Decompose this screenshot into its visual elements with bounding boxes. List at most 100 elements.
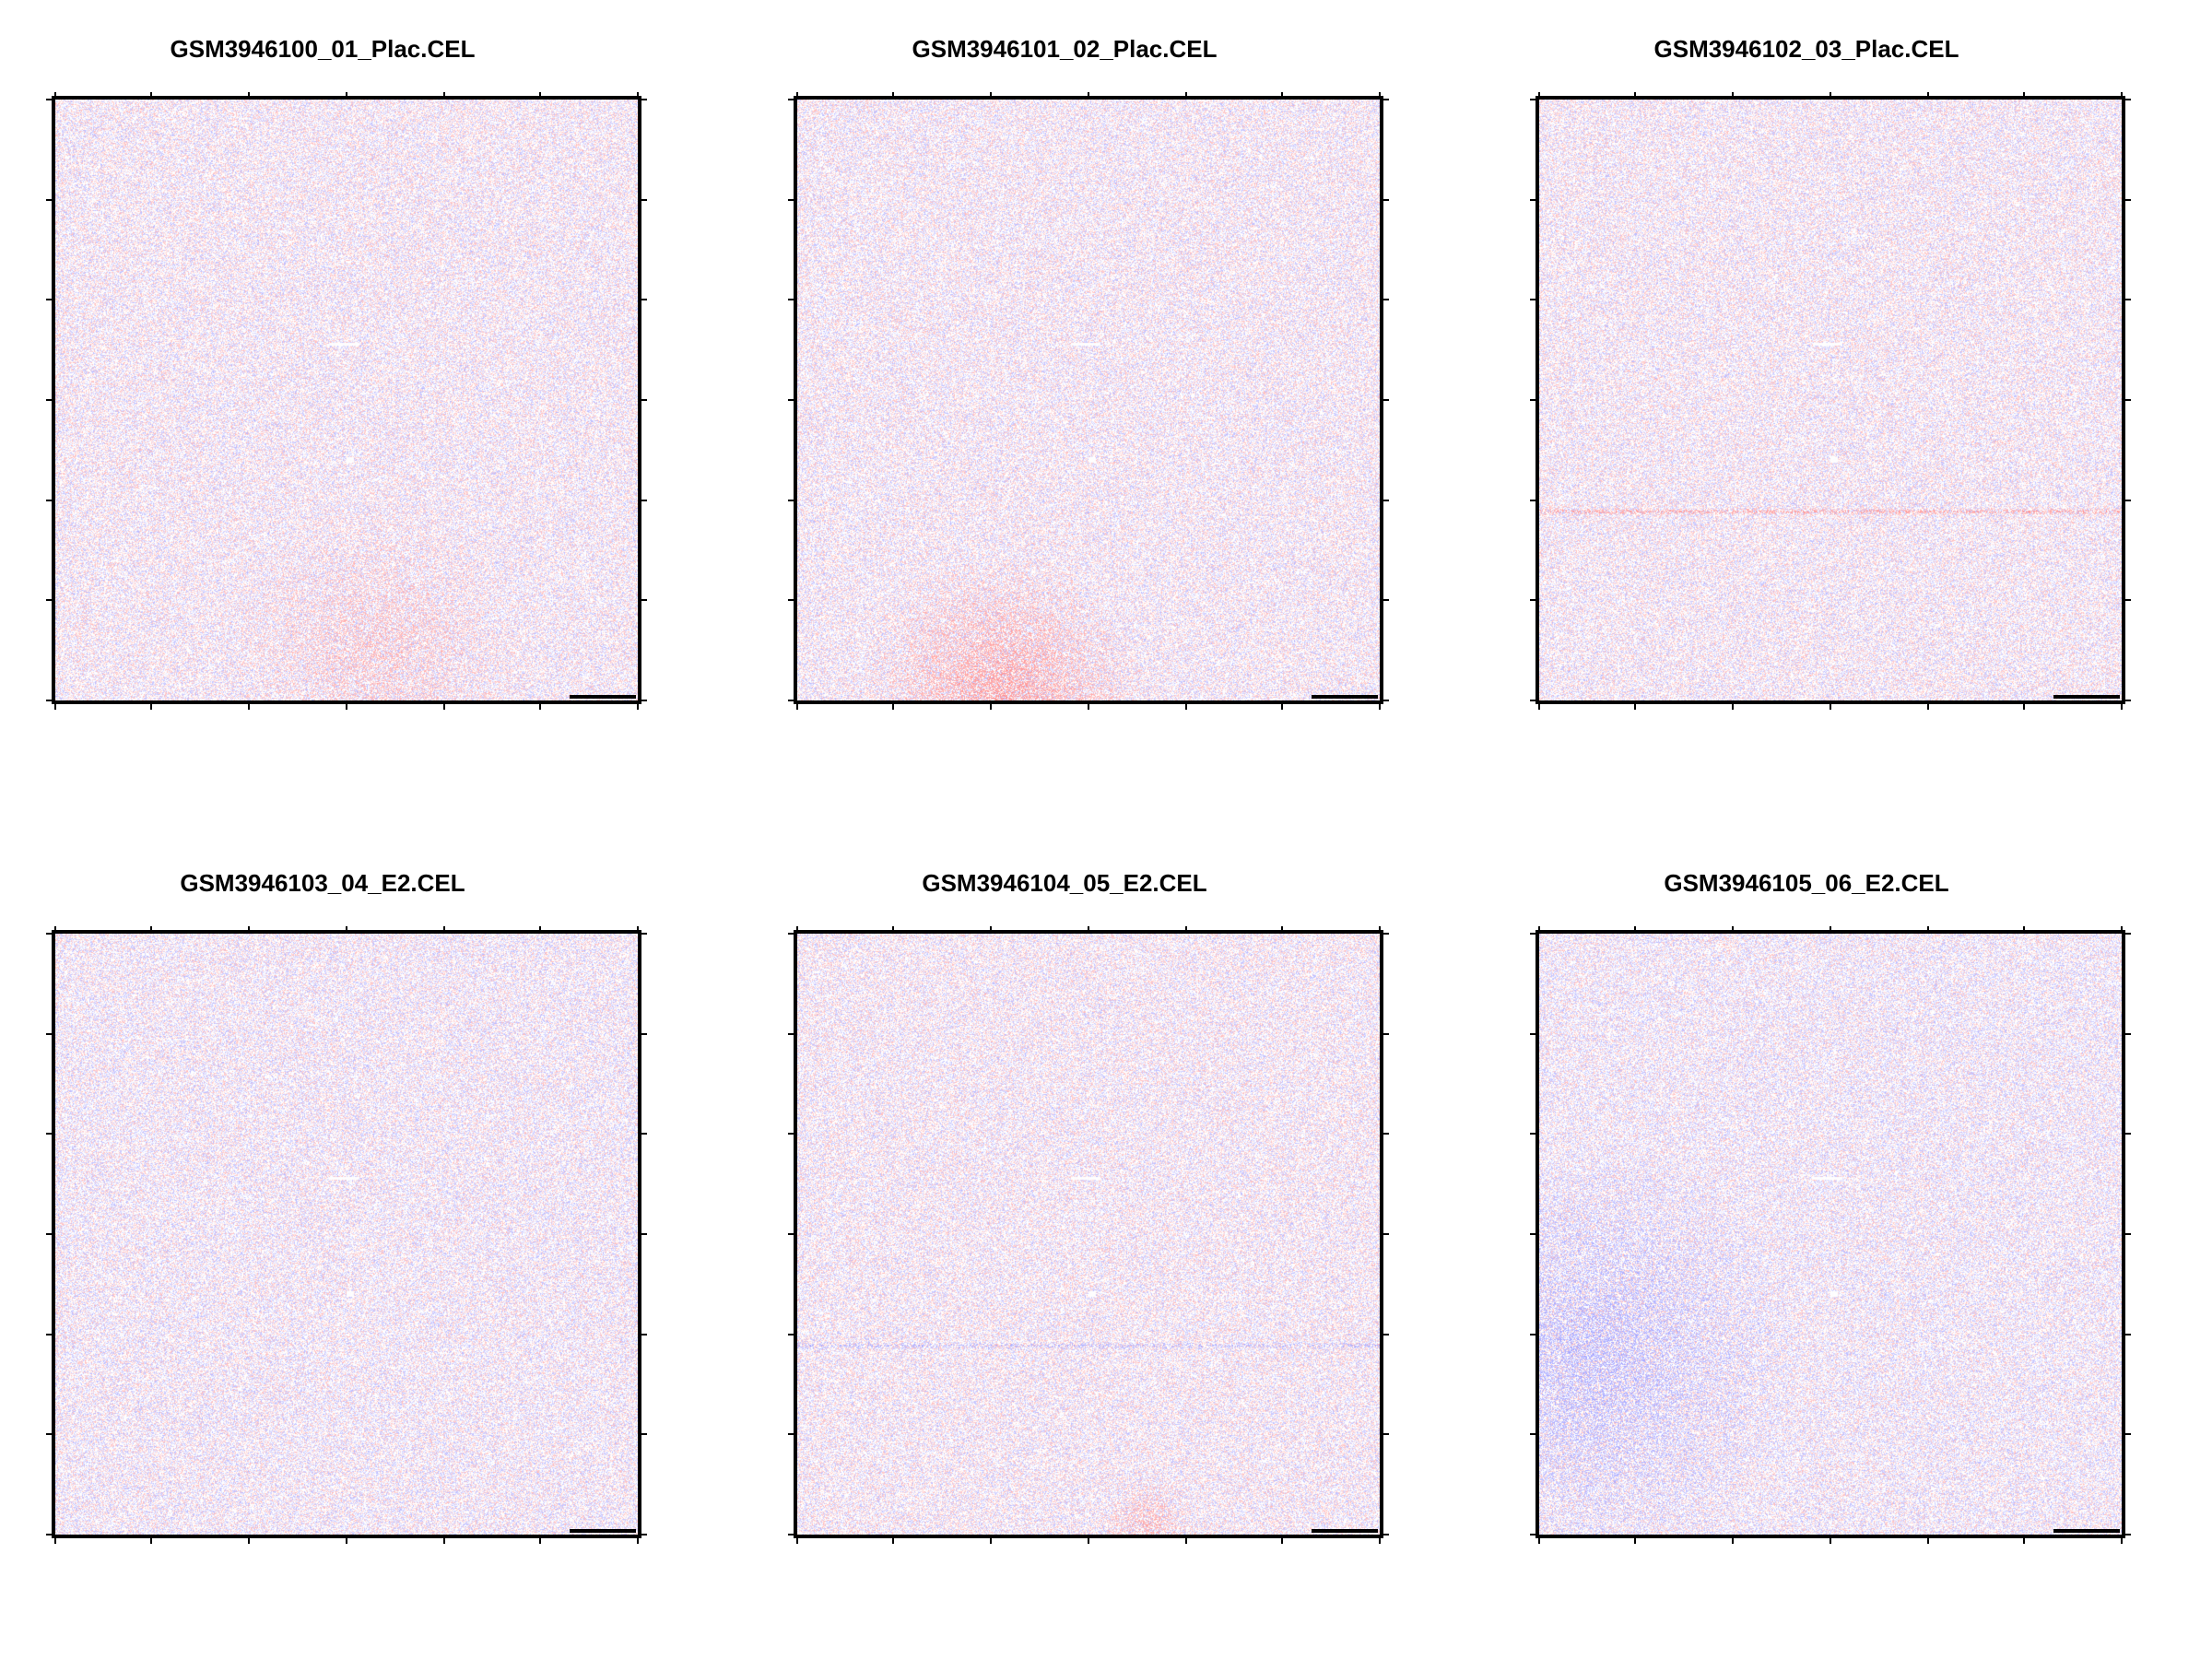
x-tick-top [248,926,251,932]
x-tick [892,1536,895,1544]
x-tick-top [539,926,542,932]
x-tick-top [54,92,56,98]
heatmap-image [797,934,1380,1535]
scale-bar [570,695,636,699]
x-tick-top [1281,926,1284,932]
x-tick [1732,702,1735,710]
x-tick-top [1538,92,1540,98]
x-tick [1281,702,1284,710]
x-tick-top [637,926,639,932]
x-tick-top [1926,92,1929,98]
y-tick [640,1534,647,1535]
x-tick [990,702,993,710]
x-tick-top [637,92,639,98]
array-panel: GSM3946104_05_E2.CEL [742,834,1389,1553]
y-tick [46,1333,53,1335]
x-tick-top [2121,92,2123,98]
y-tick [640,700,647,701]
x-tick-top [539,92,542,98]
x-tick [1634,1536,1637,1544]
heatmap-image [55,934,638,1535]
x-tick [1926,702,1929,710]
x-tick-top [1538,926,1540,932]
y-tick [1382,599,1389,602]
y-tick [2124,1133,2131,1135]
y-tick [1382,1233,1389,1235]
y-tick [640,299,647,301]
x-tick [248,1536,251,1544]
chart-title: GSM3946100_01_Plac.CEL [170,35,476,63]
x-tick-top [2023,926,2026,932]
y-tick [46,933,53,935]
x-tick [2121,702,2123,710]
x-tick-top [1634,92,1637,98]
x-tick-top [1184,92,1187,98]
y-tick [1382,399,1389,401]
y-tick [1382,499,1389,501]
x-tick-top [54,926,56,932]
x-tick [539,1536,542,1544]
y-tick [640,99,647,100]
x-tick-top [1732,926,1735,932]
x-tick [442,1536,445,1544]
x-tick [1732,1536,1735,1544]
x-tick [1830,702,1831,710]
y-tick [2124,1233,2131,1235]
array-panel: GSM3946102_03_Plac.CEL [1484,0,2131,719]
y-tick [788,399,795,401]
x-tick [637,702,639,710]
y-tick [46,1233,53,1235]
y-tick [46,99,53,100]
array-panel: GSM3946100_01_Plac.CEL [0,0,647,719]
x-tick [1379,1536,1381,1544]
x-tick-top [150,92,153,98]
x-tick-top [892,92,895,98]
y-tick [640,933,647,935]
y-tick [1530,1133,1537,1135]
x-tick-top [2023,92,2026,98]
y-tick [788,599,795,602]
x-tick [796,1536,798,1544]
y-tick [788,1534,795,1535]
y-tick [1530,1233,1537,1235]
x-tick-top [796,92,798,98]
x-tick [150,1536,153,1544]
y-tick [46,1133,53,1135]
chart-title: GSM3946104_05_E2.CEL [922,869,1207,897]
y-tick [1382,1433,1389,1436]
y-tick [2124,700,2131,701]
y-tick [1382,299,1389,301]
y-tick [46,198,53,201]
x-tick [1538,702,1540,710]
array-panel: GSM3946103_04_E2.CEL [0,834,647,1553]
x-tick-top [796,926,798,932]
x-tick [1088,1536,1089,1544]
y-tick [2124,198,2131,201]
scale-bar [2053,1529,2120,1533]
y-tick [788,1433,795,1436]
x-tick [1634,702,1637,710]
plot-area [788,926,1389,1544]
y-tick [640,499,647,501]
x-tick-top [1379,92,1381,98]
x-tick [1088,702,1089,710]
y-tick [1530,1032,1537,1035]
x-tick-top [150,926,153,932]
x-tick [1184,1536,1187,1544]
y-tick [640,399,647,401]
y-tick [640,198,647,201]
y-tick [1530,1534,1537,1535]
x-tick-top [346,926,347,932]
x-tick-top [1926,926,1929,932]
y-tick [1530,1433,1537,1436]
y-tick [46,1032,53,1035]
y-tick [2124,1534,2131,1535]
chart-title: GSM3946101_02_Plac.CEL [912,35,1218,63]
x-tick [442,702,445,710]
scale-bar [1312,1529,1378,1533]
y-tick [788,299,795,301]
x-tick-top [1830,926,1831,932]
x-tick [150,702,153,710]
y-tick [788,1233,795,1235]
x-tick-top [442,92,445,98]
